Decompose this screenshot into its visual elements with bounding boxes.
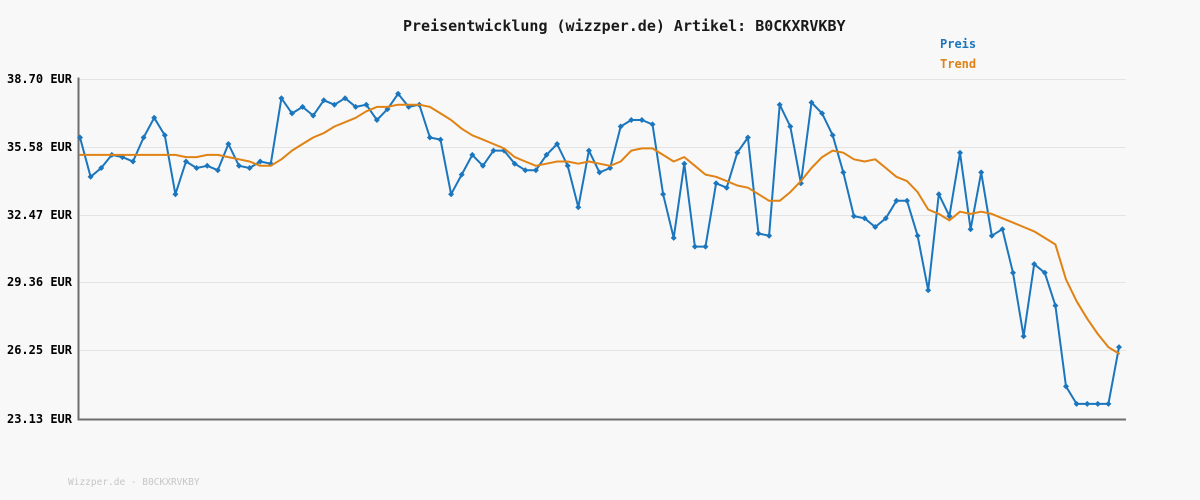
- y-tick-label: 32.47 EUR: [6, 207, 72, 222]
- y-tick-label: 35.58 EUR: [6, 139, 72, 154]
- y-tick-label: 29.36 EUR: [6, 275, 72, 290]
- page-title: Preisentwicklung (wizzper.de) Artikel: B…: [403, 17, 846, 35]
- trend-line: [79, 103, 1120, 355]
- y-tick-label: 23.13 EUR: [6, 411, 72, 426]
- y-tick-label: 26.25 EUR: [6, 343, 72, 358]
- price-line: [79, 92, 1120, 405]
- price-point-markers: [77, 90, 1122, 407]
- watermark-text: Wizzper.de - B0CKXRVKBY: [68, 477, 200, 488]
- legend-item-preis: Preis: [940, 37, 977, 51]
- y-tick-label: 38.70 EUR: [6, 71, 72, 86]
- chart-legend: Preis Trend: [940, 34, 976, 74]
- legend-item-trend: Trend: [940, 57, 977, 71]
